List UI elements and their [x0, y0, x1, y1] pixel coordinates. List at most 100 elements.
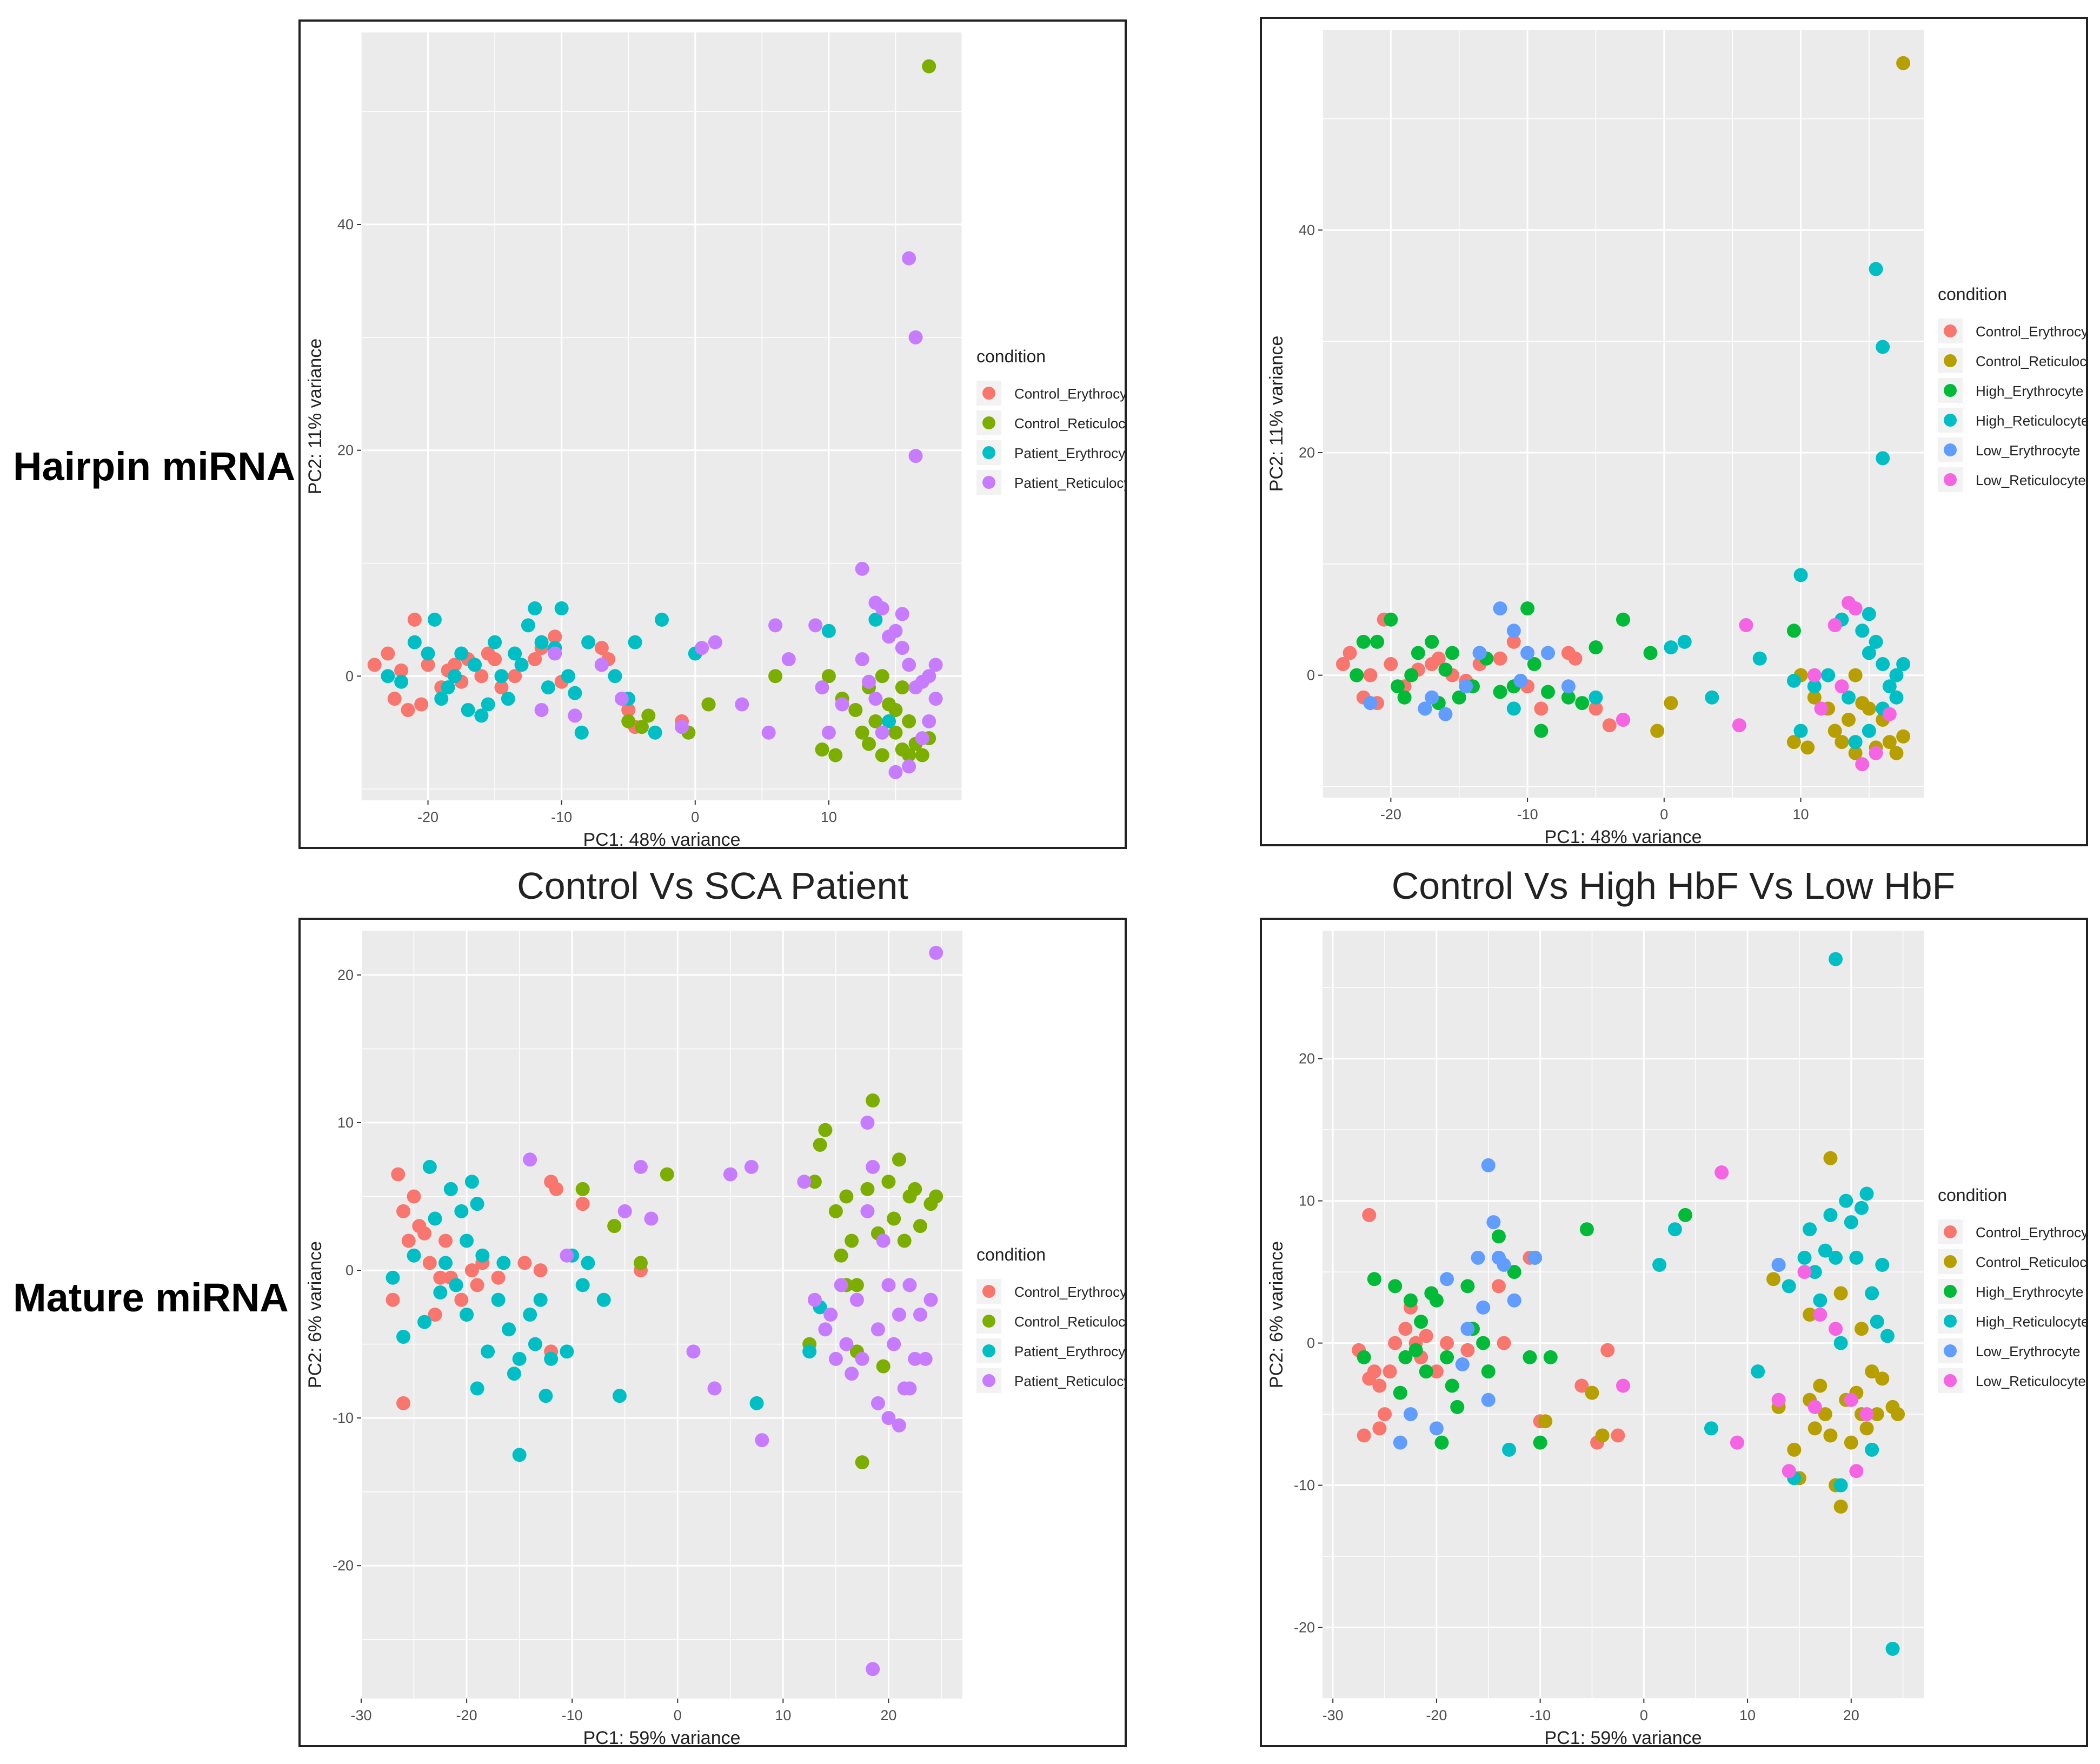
point-high-erythrocyte [1786, 624, 1801, 638]
legend-key-patient-erythrocyte [982, 1344, 995, 1357]
series-high-reticulocyte [1506, 262, 1911, 750]
point-control-reticulocyte [1807, 1421, 1822, 1436]
point-high-erythrocyte [1527, 657, 1541, 672]
chart-hairpin-control-vs-hbf: -20 -10 0 10 0 20 40 PC1: 48% variance PC2: 11% … [1260, 17, 2088, 846]
point-control-reticulocyte [839, 1189, 854, 1204]
point-high-erythrocyte [1440, 1350, 1454, 1364]
point-high-erythrocyte [1520, 601, 1535, 616]
point-patient-erythrocyte [554, 601, 569, 615]
point-patient-erythrocyte [821, 624, 836, 638]
point-patient-reticulocyte [866, 1159, 880, 1174]
point-patient-erythrocyte [496, 1256, 511, 1270]
point-high-reticulocyte [1839, 1193, 1853, 1208]
x-axis-label: PC1: 59% variance [1544, 1728, 1702, 1745]
point-high-reticulocyte [1829, 952, 1843, 966]
point-control-erythrocyte [1378, 1407, 1392, 1422]
point-patient-erythrocyte [508, 646, 522, 661]
legend-key-patient-reticulocyte [982, 1374, 995, 1387]
point-control-reticulocyte [1833, 1500, 1848, 1514]
y-tick-label: -20 [333, 1557, 354, 1574]
point-patient-reticulocyte [708, 635, 722, 649]
x-axis-label: PC1: 59% variance [583, 1728, 740, 1745]
point-high-erythrocyte [1507, 1265, 1521, 1279]
point-control-reticulocyte [1538, 1414, 1553, 1429]
point-high-reticulocyte [1855, 624, 1870, 638]
point-control-erythrocyte [401, 1234, 416, 1248]
point-high-reticulocyte [1652, 1257, 1667, 1272]
point-control-reticulocyte [875, 748, 889, 762]
point-patient-erythrocyte [539, 1389, 553, 1403]
point-low-reticulocyte [1782, 1464, 1796, 1478]
point-patient-erythrocyte [464, 1175, 479, 1189]
point-control-erythrocyte [422, 1256, 437, 1270]
x-tick-label: 10 [775, 1707, 791, 1723]
x-tick-label: -20 [417, 809, 438, 825]
legend-label-high-erythrocyte: High_Erythrocyte [1976, 1284, 2083, 1300]
point-control-reticulocyte [1818, 1407, 1832, 1422]
point-high-reticulocyte [1882, 679, 1897, 694]
point-patient-erythrocyte [596, 1292, 611, 1307]
point-control-reticulocyte [881, 1175, 896, 1189]
point-control-erythrocyte [414, 697, 429, 712]
point-low-erythrocyte [1507, 1293, 1521, 1308]
point-high-reticulocyte [1833, 1478, 1848, 1493]
point-low-erythrocyte [1541, 646, 1555, 660]
point-control-erythrocyte [1384, 657, 1398, 672]
point-high-reticulocyte [1823, 1208, 1838, 1222]
x-tick-label: -10 [551, 809, 572, 825]
point-patient-reticulocyte [875, 601, 889, 615]
x-tick-label: 0 [1660, 806, 1668, 823]
point-control-reticulocyte [818, 1123, 833, 1137]
point-high-reticulocyte [1876, 340, 1890, 354]
point-high-reticulocyte [1842, 690, 1856, 705]
point-control-reticulocyte [855, 1455, 869, 1470]
point-patient-reticulocyte [868, 692, 883, 706]
y-tick-label: 20 [1299, 1051, 1315, 1067]
point-patient-erythrocyte [612, 1389, 627, 1403]
point-high-erythrocyte [1414, 1315, 1428, 1329]
point-control-reticulocyte [1896, 56, 1911, 70]
point-patient-erythrocyte [868, 612, 883, 627]
point-patient-reticulocyte [594, 658, 609, 672]
point-control-reticulocyte [892, 1152, 906, 1167]
point-control-reticulocyte [913, 1219, 927, 1234]
point-patient-erythrocyte [802, 1344, 817, 1359]
legend-key-control-erythrocyte [1944, 324, 1957, 337]
point-control-reticulocyte [922, 59, 936, 74]
point-high-erythrocyte [1357, 1350, 1371, 1364]
point-patient-reticulocyte [860, 1204, 875, 1218]
point-patient-reticulocyte [839, 1337, 854, 1351]
point-control-erythrocyte [417, 1226, 432, 1241]
point-control-erythrocyte [1388, 1336, 1403, 1350]
point-patient-erythrocyte [544, 1351, 559, 1366]
x-axis-label: PC1: 48% variance [583, 830, 740, 847]
point-patient-reticulocyte [892, 1418, 906, 1433]
chart-svg: -30 -20 -10 0 10 20 -20 -10 0 10 20 PC1: 59% varian… [305, 931, 1125, 1745]
point-patient-erythrocyte [438, 1256, 453, 1270]
legend-label-control-erythrocyte: Control_Erythrocyte [1976, 1224, 2086, 1241]
point-patient-reticulocyte [908, 1351, 922, 1366]
plot-background [1323, 931, 1924, 1699]
point-patient-reticulocyte [908, 330, 923, 344]
point-patient-erythrocyte [655, 612, 669, 627]
legend-key-patient-erythrocyte [982, 446, 995, 459]
plot-background [361, 32, 962, 800]
point-patient-reticulocyte [855, 561, 869, 576]
point-control-erythrocyte [447, 658, 462, 672]
point-high-erythrocyte [1541, 685, 1555, 699]
point-patient-erythrocyte [475, 1248, 490, 1263]
point-low-erythrocyte [1460, 1322, 1475, 1336]
legend-title: condition [1938, 1185, 2007, 1205]
legend-title: condition [1938, 284, 2007, 304]
x-tick-label: -20 [1380, 806, 1401, 823]
point-control-reticulocyte [866, 1093, 880, 1108]
point-patient-reticulocyte [860, 1116, 875, 1130]
point-high-reticulocyte [1786, 673, 1801, 688]
point-low-erythrocyte [1418, 701, 1432, 716]
point-control-erythrocyte [1493, 651, 1507, 666]
point-patient-erythrocyte [460, 1234, 474, 1248]
legend-label-low-reticulocyte: Low_Reticulocyte [1976, 472, 2086, 488]
point-control-erythrocyte [1431, 651, 1446, 666]
point-control-reticulocyte [621, 714, 636, 728]
point-control-erythrocyte [396, 1396, 411, 1410]
